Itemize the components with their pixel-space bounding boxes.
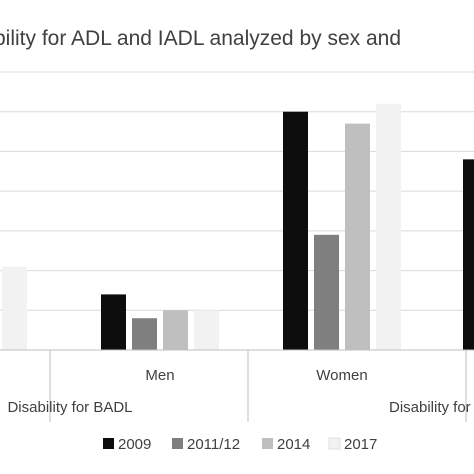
bar [101, 294, 126, 350]
bar [194, 310, 219, 350]
legend-label: 2009 [118, 436, 151, 453]
legend-swatch [103, 438, 114, 449]
legend-label: 2017 [344, 436, 377, 453]
legend-swatch [172, 438, 183, 449]
legend-swatch [328, 437, 341, 450]
bar [463, 159, 474, 350]
bar [376, 103, 401, 351]
group-labels: Disability for BADL Disability for IA [7, 399, 474, 416]
x-axis [0, 349, 474, 422]
bar [2, 266, 27, 350]
bar [132, 318, 157, 350]
category-label: Men [145, 367, 174, 384]
group-label: Disability for IA [389, 399, 474, 416]
category-labels: enMenWomen [145, 367, 367, 384]
category-label: Women [316, 367, 367, 384]
bar [314, 234, 339, 350]
legend-label: 2011/12 [187, 436, 240, 453]
bar [163, 310, 188, 350]
legend-swatch [262, 438, 273, 449]
bar [345, 123, 370, 350]
group-label: Disability for BADL [7, 399, 132, 416]
legend: 2009 2011/12 2014 2017 [103, 436, 377, 453]
gridlines [0, 71, 474, 311]
chart-title: bility for ADL and IADL analyzed by sex … [0, 27, 401, 50]
legend-label: 2014 [277, 436, 310, 453]
bar [283, 111, 308, 350]
bars [2, 103, 474, 351]
